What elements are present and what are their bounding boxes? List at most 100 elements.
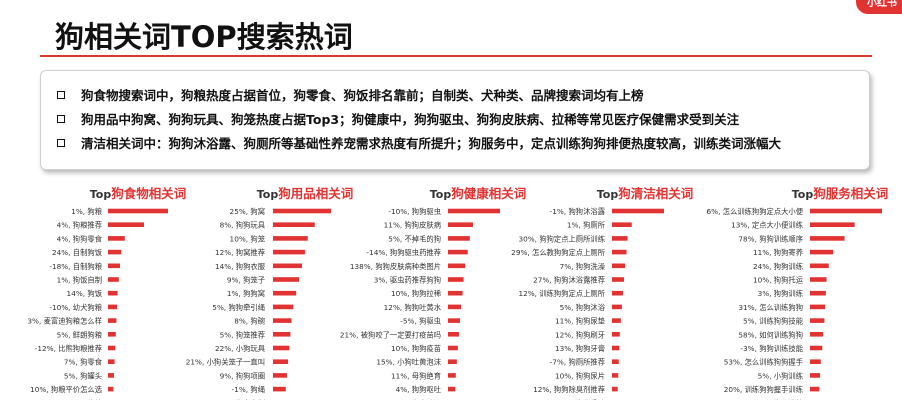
bar	[612, 345, 620, 351]
category-label: 11%, 狗狗皮肤病	[384, 221, 441, 230]
bar	[448, 318, 460, 323]
category-label: 5%, 狗狗牵引绳	[212, 303, 265, 312]
bar	[612, 277, 624, 282]
category-label: 3%, 驱虫药推荐狗狗	[374, 276, 441, 285]
category-label: 9%, 狗狗项圈	[220, 371, 265, 380]
chart-title-prefix: Top	[257, 188, 279, 201]
category-label: 12%, 狗狗吐黄水	[384, 303, 442, 312]
category-label: 12%, 训练狗狗定点上厕所	[518, 289, 605, 298]
category-label: 30%, 狗狗定点上厕所训练	[518, 234, 605, 243]
bar	[448, 386, 456, 392]
bar	[612, 386, 618, 392]
bar	[273, 318, 292, 323]
bar	[108, 318, 117, 323]
category-label: 53%, 怎么训练狗狗握手	[724, 358, 803, 367]
chart-title: Top狗清洁相关词	[597, 186, 694, 201]
category-label: 25%, 狗窝	[230, 207, 265, 216]
bar	[810, 222, 855, 227]
bar	[810, 359, 821, 364]
category-label: 9%, 狗笼子	[227, 276, 265, 285]
chart-title-text: 狗食物相关词	[110, 186, 186, 201]
bar	[810, 290, 826, 296]
category-label: 3%, 麦富迪狗粮怎么样	[27, 317, 102, 326]
bar	[810, 386, 820, 392]
chart-title: Top狗用品相关词	[257, 186, 354, 201]
bar	[108, 386, 114, 392]
category-label: 5%, 训练狗狗技能	[743, 317, 804, 326]
bar	[273, 249, 305, 255]
category-label: -10%, 幼犬狗粮	[49, 303, 102, 312]
bar	[810, 345, 823, 351]
summary-item: 清洁相关词中：狗狗沐浴露、狗厕所等基础性养宠需求热度有所提升；狗服务中，定点训练…	[57, 133, 781, 155]
bar	[810, 332, 823, 337]
summary-item: 狗食物搜索词中，狗粮热度占据首位，狗零食、狗饭排名靠前；自制类、犬种类、品牌搜索…	[57, 85, 644, 107]
category-label: 10%, 狗狗托运	[753, 276, 804, 285]
bar	[448, 208, 500, 214]
bar	[273, 345, 290, 351]
category-label: 1%, 狗狗窝	[227, 289, 265, 298]
category-label: 14%, 狗饭	[67, 289, 103, 298]
category-label: 4%, 狗粮推荐	[57, 221, 102, 230]
bar	[448, 290, 463, 296]
bar	[448, 359, 457, 364]
bar	[448, 263, 466, 269]
category-label: -18%, 自制狗粮	[49, 262, 102, 271]
bar	[108, 359, 115, 364]
bar	[108, 249, 122, 255]
chart-title: Top狗服务相关词	[792, 186, 889, 201]
category-label: 8%, 狗碗	[234, 317, 265, 326]
chart-title: Top狗健康相关词	[430, 186, 527, 201]
category-label: 29%, 怎么教狗狗定点上厕所	[511, 248, 605, 257]
category-label: 1%, 狗厕所	[567, 221, 605, 230]
bar	[108, 263, 120, 269]
category-label: 12%, 狗狗除臭剂推荐	[533, 385, 605, 394]
category-label: 31%, 怎么训练狗狗	[738, 303, 803, 312]
bar	[612, 304, 622, 310]
bar	[810, 318, 825, 323]
bar	[612, 263, 625, 269]
category-label: 22%, 小狗玩具	[215, 344, 266, 353]
bar	[273, 386, 286, 392]
bar	[108, 304, 117, 310]
category-label: 12%, 狗窝自制	[215, 399, 265, 400]
chart-title-prefix: Top	[430, 188, 452, 201]
bar	[448, 373, 456, 378]
category-label: 8%, 狗狗玩具	[220, 221, 266, 230]
bar	[108, 277, 119, 282]
category-label: 5%, 不掉毛的狗	[388, 234, 441, 243]
bar	[108, 222, 144, 227]
title-underline	[40, 55, 872, 57]
bar	[612, 359, 619, 364]
brand-logo: 小红书	[856, 0, 902, 14]
category-label: 12%, 狗窝推荐	[215, 248, 265, 257]
category-label: 21%, 被狗咬了一定要打疫苗吗	[340, 330, 441, 339]
bar	[273, 236, 308, 241]
category-label: 10%, 狗笼	[230, 234, 265, 243]
bar	[612, 208, 664, 214]
bar	[810, 373, 821, 378]
category-label: 6%, 狗狗洗护	[758, 399, 803, 400]
category-label: 78%, 狗狗训练顺序	[738, 234, 803, 243]
bar	[273, 359, 289, 364]
category-label: 7%, 狗零食	[64, 358, 103, 367]
category-label: 10%, 狗粮平价怎么选	[30, 385, 103, 394]
category-label: 10%, 狗狗疫苗	[391, 344, 441, 353]
bar	[448, 304, 461, 310]
category-label: 5%, 狗罐头	[64, 371, 102, 380]
bar	[273, 373, 287, 378]
bar	[810, 277, 827, 282]
category-label: 58%, 如何训练狗狗	[738, 330, 803, 339]
summary-text: 狗食物搜索词中，狗粮热度占据首位，狗零食、狗饭排名靠前；自制类、犬种类、品牌搜索…	[81, 88, 644, 103]
chart-title-text: 狗健康相关词	[450, 186, 526, 201]
bar	[612, 236, 628, 241]
bar	[810, 304, 826, 310]
bar	[273, 277, 300, 282]
category-label: 21%, 小狗关笼子一直叫	[186, 358, 265, 367]
bar	[810, 236, 845, 241]
summary-item: 狗用品中狗窝、狗狗玩具、狗笼热度占据Top3；狗健康中，狗狗驱虫、狗狗皮肤病、拉…	[57, 109, 739, 131]
bar	[108, 208, 168, 214]
bar	[273, 222, 315, 227]
summary-box: 狗食物搜索词中，狗粮热度占据首位，狗零食、狗饭排名靠前；自制类、犬种类、品牌搜索…	[40, 70, 870, 170]
bar	[612, 373, 619, 378]
